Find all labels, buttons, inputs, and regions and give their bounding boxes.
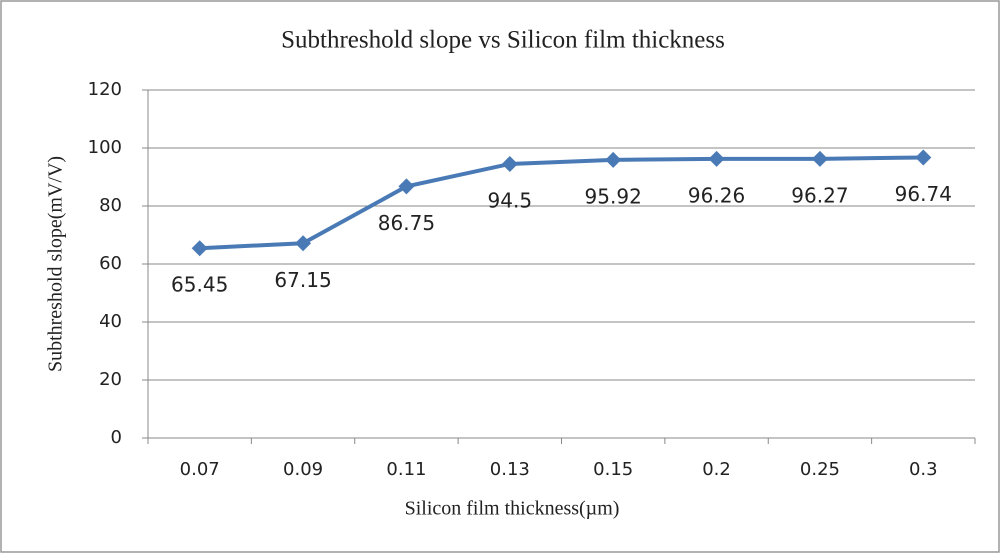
y-tick-label: 40	[99, 311, 122, 332]
y-tick-label: 60	[99, 253, 122, 274]
y-axis-label: Subthreshold slope(mV/V)	[45, 156, 67, 372]
x-tick-label: 0.13	[490, 459, 530, 480]
x-tick-label: 0.25	[800, 459, 840, 480]
data-label: 96.74	[895, 182, 952, 206]
y-tick-label: 80	[99, 195, 122, 216]
data-label: 95.92	[585, 184, 642, 208]
y-tick-label: 20	[99, 369, 122, 390]
x-tick-label: 0.3	[909, 459, 938, 480]
line	[199, 155, 924, 251]
data-label: 94.5	[488, 188, 533, 212]
data-label: 86.75	[378, 211, 435, 235]
marker	[811, 150, 828, 167]
data-label: 67.15	[274, 268, 331, 292]
marker	[501, 155, 518, 172]
data-label: 96.26	[688, 183, 745, 207]
data-label: 65.45	[171, 273, 228, 297]
data-label: 96.27	[791, 183, 848, 207]
y-tick-label: 100	[88, 137, 122, 158]
marker	[295, 235, 312, 252]
marker	[398, 178, 415, 195]
x-tick-label: 0.09	[283, 459, 323, 480]
x-tick-label: 0.15	[593, 459, 633, 480]
y-tick-label: 120	[88, 79, 122, 100]
chart-title: Subthreshold slope vs Silicon film thick…	[281, 27, 725, 54]
marker	[605, 151, 622, 168]
x-tick-label: 0.07	[180, 459, 220, 480]
marker	[915, 149, 932, 166]
x-tick-label: 0.11	[386, 459, 426, 480]
x-axis-label: Silicon film thickness(µm)	[405, 498, 620, 520]
y-tick-label: 0	[111, 427, 122, 448]
marker	[191, 240, 208, 257]
x-tick-label: 0.2	[702, 459, 731, 480]
marker	[708, 150, 725, 167]
